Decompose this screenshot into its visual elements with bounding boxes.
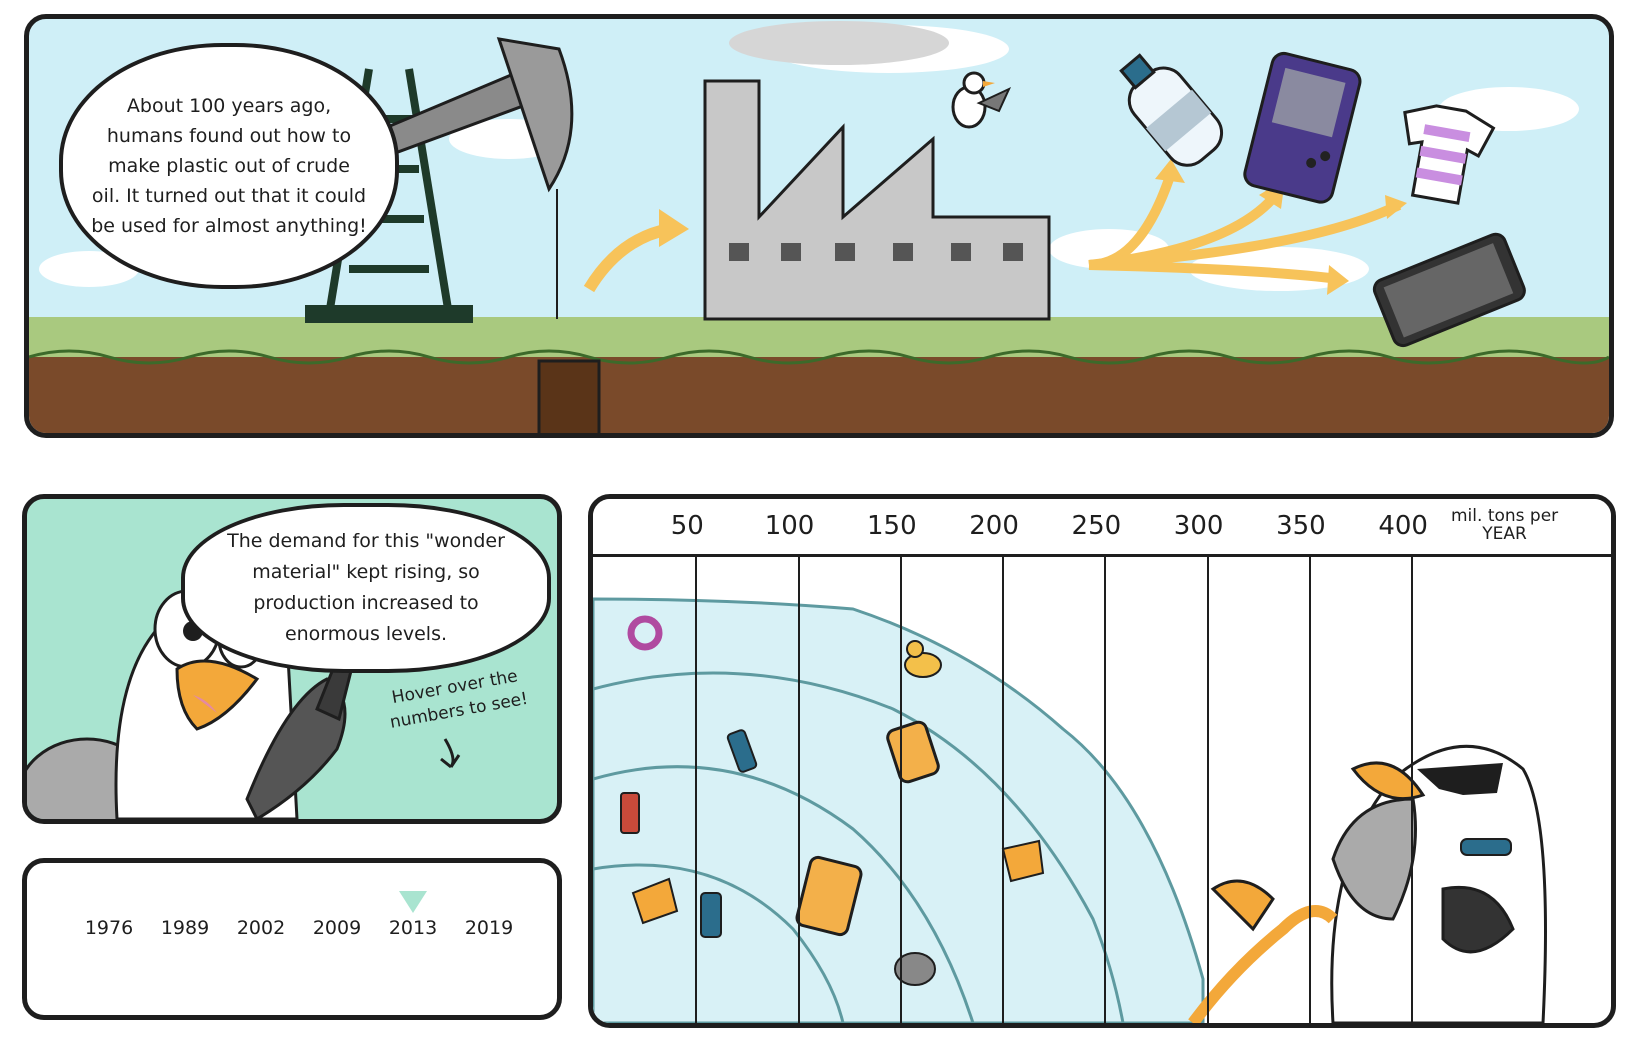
production-chart-panel: 50 100 150 200 250 300 350 400 mil. tons per YE… bbox=[588, 494, 1616, 1028]
game-console-icon bbox=[1243, 51, 1362, 204]
grid-line-250 bbox=[1104, 557, 1107, 1023]
factory-icon bbox=[703, 79, 1051, 321]
grid-line-400 bbox=[1411, 557, 1414, 1023]
bottle-icon bbox=[1119, 53, 1224, 167]
grid-line-200 bbox=[1002, 557, 1005, 1023]
product-arrows bbox=[1088, 177, 1402, 284]
timeline-panel: 1976 1989 2002 2009 2013 2019 bbox=[22, 858, 562, 1020]
sunglasses-seagull-icon bbox=[1188, 744, 1547, 1023]
phone-icon bbox=[1372, 232, 1526, 348]
intro-scene bbox=[29, 21, 1609, 433]
grid-line-300 bbox=[1206, 557, 1209, 1023]
timeline-years: 1976 1989 2002 2009 2013 2019 bbox=[71, 917, 527, 939]
unit-line2: YEAR bbox=[1482, 524, 1527, 544]
cup-icon bbox=[631, 877, 679, 925]
x-tick-200[interactable]: 200 bbox=[969, 511, 1019, 541]
year-button-2013[interactable]: 2013 bbox=[375, 917, 451, 939]
grid-line-100 bbox=[797, 557, 800, 1023]
grid-line-350 bbox=[1308, 557, 1311, 1023]
year-button-1989[interactable]: 1989 bbox=[147, 917, 223, 939]
soil bbox=[29, 357, 1609, 433]
x-tick-100[interactable]: 100 bbox=[764, 511, 815, 541]
stone-icon bbox=[894, 952, 936, 986]
intro-panel: About 100 years ago, humans found out ho… bbox=[24, 14, 1614, 438]
x-tick-400[interactable]: 400 bbox=[1378, 511, 1428, 541]
chip-bag-icon-2 bbox=[795, 855, 863, 937]
grass bbox=[29, 317, 1609, 361]
year-button-2002[interactable]: 2002 bbox=[223, 917, 299, 939]
bottle-icon-2 bbox=[726, 729, 758, 773]
intro-speech-bubble: About 100 years ago, humans found out ho… bbox=[59, 43, 399, 289]
seagull-panel: The demand for this "wonder material" ke… bbox=[22, 494, 562, 824]
seagull-icon bbox=[951, 71, 1012, 129]
x-tick-150[interactable]: 150 bbox=[866, 511, 917, 541]
year-button-1976[interactable]: 1976 bbox=[71, 917, 147, 939]
demand-speech-bubble: The demand for this "wonder material" ke… bbox=[181, 503, 551, 673]
chart-unit-label: mil. tons per YEAR bbox=[1451, 507, 1558, 543]
unit-line1: mil. tons per bbox=[1451, 506, 1559, 526]
intro-text: About 100 years ago, humans found out ho… bbox=[91, 95, 367, 237]
grid-line-150 bbox=[899, 557, 902, 1023]
arrow-icon bbox=[583, 223, 671, 293]
cup-icon-2 bbox=[1001, 839, 1045, 883]
x-tick-350[interactable]: 350 bbox=[1276, 511, 1326, 541]
chart-axis-bar bbox=[593, 499, 1611, 557]
year-button-2009[interactable]: 2009 bbox=[299, 917, 375, 939]
demand-text: The demand for this "wonder material" ke… bbox=[227, 530, 505, 645]
bottle-icon-3 bbox=[700, 892, 722, 938]
timeline-selected-marker bbox=[399, 891, 427, 913]
year-button-2019[interactable]: 2019 bbox=[451, 917, 527, 939]
grid-line-50 bbox=[695, 557, 698, 1023]
tshirt-icon bbox=[1403, 104, 1496, 205]
duck-icon bbox=[904, 640, 942, 678]
plastic-pile-illustration bbox=[593, 597, 1547, 1023]
x-tick-250[interactable]: 250 bbox=[1071, 511, 1122, 541]
x-tick-50[interactable]: 50 bbox=[670, 511, 704, 541]
x-tick-300[interactable]: 300 bbox=[1173, 511, 1224, 541]
smoke bbox=[729, 21, 949, 65]
ring-icon bbox=[627, 615, 663, 651]
oil-pipe bbox=[537, 359, 601, 433]
tube-icon bbox=[620, 792, 640, 834]
